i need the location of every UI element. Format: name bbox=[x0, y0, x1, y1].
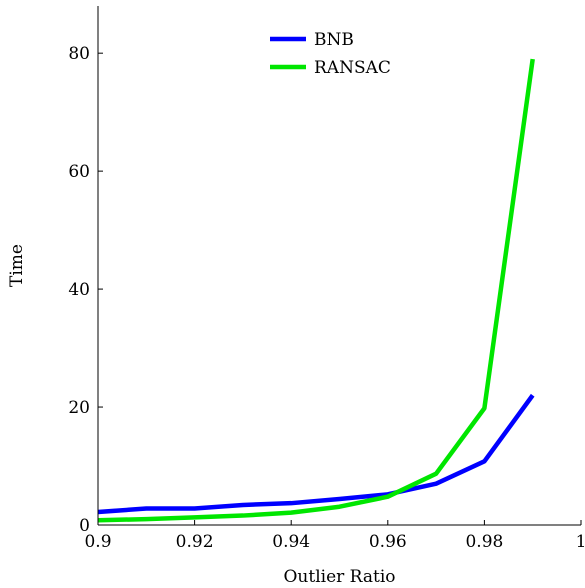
x-tick-label: 0.92 bbox=[176, 532, 214, 552]
y-tick-label: 20 bbox=[68, 398, 90, 418]
legend-label-ransac: RANSAC bbox=[314, 58, 391, 78]
y-axis-label: Time bbox=[7, 244, 27, 287]
y-tick-label: 60 bbox=[68, 162, 90, 182]
series-line-ransac bbox=[97, 58, 535, 523]
x-tick-label: 0.98 bbox=[465, 532, 503, 552]
y-tick-label: 40 bbox=[68, 280, 90, 300]
series-line-bnb bbox=[97, 393, 535, 515]
y-tick-label: 80 bbox=[68, 44, 90, 64]
legend: BNB RANSAC bbox=[270, 30, 391, 78]
x-axis-ticks: 0.9 0.92 0.94 0.96 0.98 1 bbox=[84, 520, 585, 552]
x-tick-label: 1 bbox=[576, 532, 585, 552]
plot-lines bbox=[97, 58, 535, 523]
x-tick-label: 0.9 bbox=[84, 532, 111, 552]
x-axis-label: Outlier Ratio bbox=[283, 567, 395, 587]
y-axis-ticks: 0 20 40 60 80 bbox=[68, 44, 103, 536]
y-tick-label: 0 bbox=[79, 516, 90, 536]
legend-label-bnb: BNB bbox=[314, 30, 354, 50]
x-tick-label: 0.94 bbox=[272, 532, 310, 552]
x-tick-label: 0.96 bbox=[369, 532, 407, 552]
